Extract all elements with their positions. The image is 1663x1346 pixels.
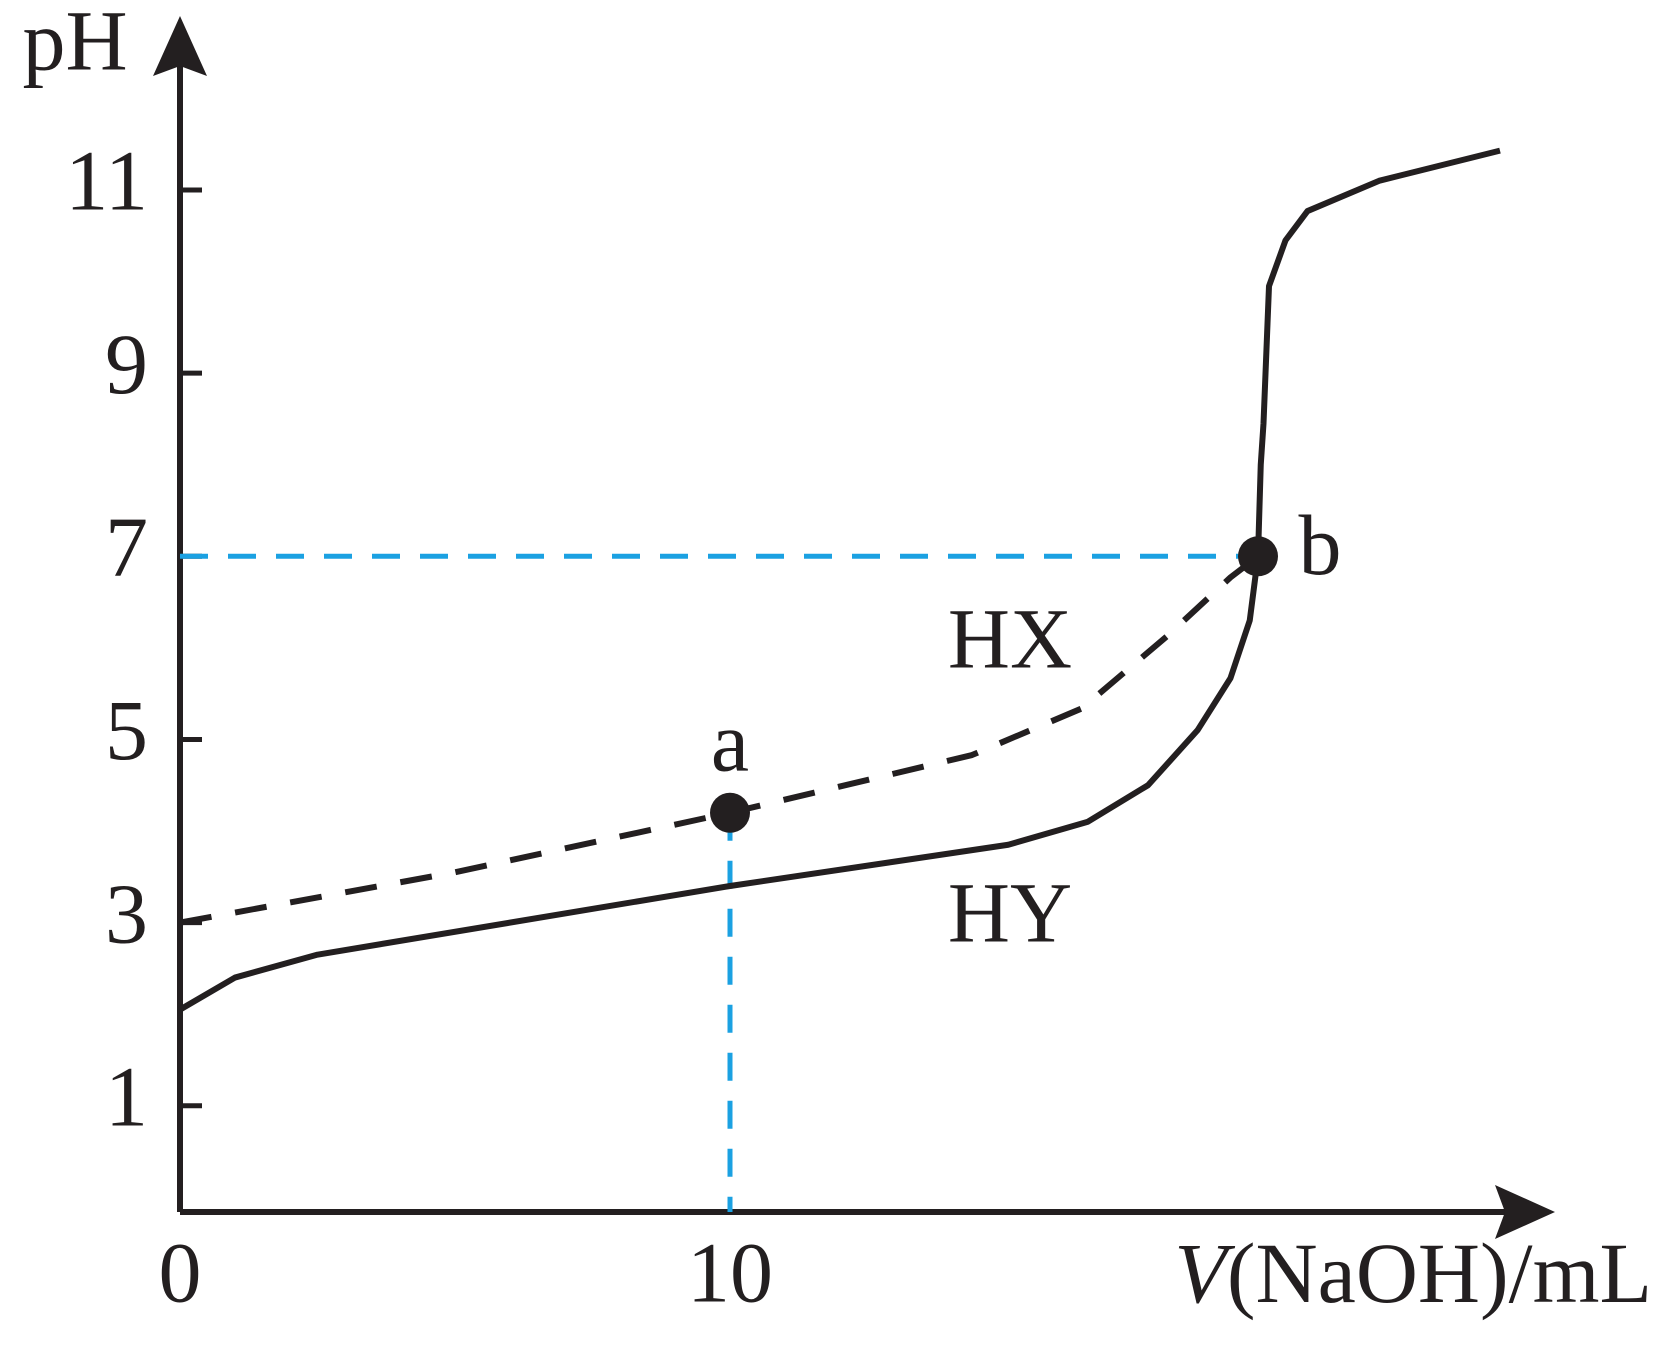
y-tick-label: 5 <box>105 682 148 778</box>
y-arrow <box>153 16 207 76</box>
x-tick-label: 0 <box>159 1225 202 1321</box>
series-label: HY <box>948 865 1072 961</box>
y-tick-label: 7 <box>105 499 148 595</box>
y-tick-label: 11 <box>65 133 148 229</box>
x-axis-label: V(NaOH)/mL <box>1174 1225 1652 1321</box>
series-label: HX <box>948 591 1072 687</box>
point-label: b <box>1299 497 1342 593</box>
series-line <box>179 553 1260 926</box>
y-tick-label: 3 <box>105 865 148 961</box>
y-tick-label: 9 <box>105 316 148 412</box>
series-line <box>178 147 1501 1013</box>
y-axis-label: pH <box>22 0 127 89</box>
x-arrow <box>1495 1185 1555 1239</box>
y-tick-label: 1 <box>105 1049 148 1145</box>
x-tick-label: 10 <box>687 1225 773 1321</box>
point <box>1238 536 1278 577</box>
point-label: a <box>711 693 749 789</box>
point <box>710 792 750 833</box>
